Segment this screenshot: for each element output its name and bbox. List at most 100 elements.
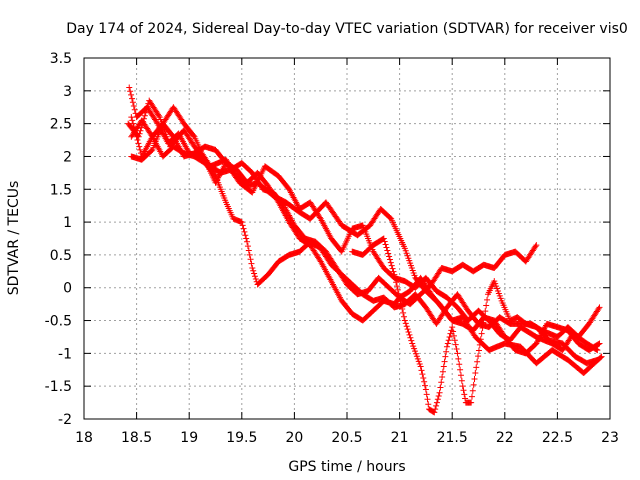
x-tick-label: 21: [391, 430, 409, 446]
data-point: [425, 401, 432, 408]
y-tick-label: 1: [63, 215, 72, 231]
data-point: [436, 389, 443, 396]
data-point: [480, 319, 487, 326]
data-point: [248, 260, 255, 267]
data-point: [476, 341, 483, 348]
data-point: [393, 283, 400, 290]
data-point: [443, 348, 450, 355]
x-tick-label: 19.5: [226, 430, 257, 446]
data-point: [386, 253, 393, 260]
data-point: [453, 345, 460, 352]
data-point: [445, 337, 452, 344]
data-point: [413, 353, 420, 360]
data-point: [459, 383, 466, 390]
data-point: [470, 381, 477, 388]
data-point: [431, 409, 438, 416]
y-tick-label: 0: [63, 281, 72, 297]
data-point: [137, 127, 144, 134]
data-point: [433, 399, 440, 406]
x-axis-label: GPS time / hours: [288, 459, 405, 475]
data-point: [475, 347, 482, 354]
data-point: [386, 256, 393, 263]
data-point: [405, 329, 412, 336]
data-point: [242, 232, 249, 239]
data-point: [249, 265, 256, 272]
data-point: [420, 374, 427, 381]
data-point: [381, 238, 388, 245]
data-point: [483, 302, 490, 309]
chart-title: Day 174 of 2024, Sidereal Day-to-day VTE…: [66, 21, 628, 37]
y-tick-label: 3: [63, 84, 72, 100]
y-tick-label: 2: [63, 149, 72, 165]
data-point: [421, 378, 428, 385]
data-point: [384, 247, 391, 254]
data-point: [406, 331, 413, 338]
data-point: [418, 367, 425, 374]
data-point: [190, 132, 197, 139]
data-point: [240, 225, 247, 232]
data-point: [446, 333, 453, 340]
data-point: [247, 256, 254, 263]
data-point: [244, 243, 251, 250]
x-tick-label: 18.5: [121, 430, 152, 446]
data-point: [142, 109, 149, 116]
data-point: [469, 387, 476, 394]
data-point: [408, 337, 415, 344]
data-point: [392, 275, 399, 282]
data-point: [316, 214, 323, 221]
data-point: [457, 372, 464, 379]
data-point: [403, 323, 410, 330]
data-point: [395, 290, 402, 297]
data-point: [398, 302, 405, 309]
data-point: [411, 345, 418, 352]
data-point: [402, 320, 409, 327]
data-point: [389, 265, 396, 272]
data-point: [396, 294, 403, 301]
data-point: [128, 114, 135, 121]
data-point: [243, 235, 250, 242]
data-point: [388, 262, 395, 269]
x-tick-label: 20: [285, 430, 303, 446]
data-point: [433, 402, 440, 409]
data-point: [128, 91, 135, 98]
axis-ticks: [83, 57, 611, 420]
data-point: [596, 340, 603, 347]
data-point: [251, 273, 258, 280]
data-point: [412, 350, 419, 357]
data-point: [245, 247, 252, 254]
data-point: [135, 140, 142, 147]
data-point: [380, 235, 387, 242]
data-point: [394, 286, 401, 293]
y-tick-label: 2.5: [50, 117, 72, 133]
data-point: [400, 309, 407, 316]
data-point: [595, 341, 602, 348]
data-point: [461, 391, 468, 398]
data-point: [382, 241, 389, 248]
x-tick-label: 18: [75, 430, 93, 446]
data-point: [144, 103, 151, 110]
data-point: [250, 267, 257, 274]
data-point: [460, 387, 467, 394]
data-point: [129, 99, 136, 106]
data-point: [404, 326, 411, 333]
data-point: [134, 137, 141, 144]
data-point: [478, 330, 485, 337]
data-point: [452, 341, 459, 348]
x-tick-label: 22.5: [542, 430, 573, 446]
data-point: [437, 384, 444, 391]
data-point: [475, 353, 482, 360]
data-point: [409, 340, 416, 347]
data-point: [594, 347, 601, 354]
data-point: [468, 393, 475, 400]
x-tick-label: 19: [180, 430, 198, 446]
data-point: [457, 366, 464, 373]
data-point: [127, 88, 134, 95]
data-point: [238, 219, 245, 226]
y-tick-label: 3.5: [50, 51, 72, 67]
data-point: [399, 306, 406, 313]
y-tick-label: -1: [58, 346, 72, 362]
data-point: [451, 337, 458, 344]
x-tick-labels: 18 18.5 19 19.5 20 20.5 21 21.5 22 22.5 23: [75, 430, 619, 446]
data-point: [432, 406, 439, 413]
data-point: [416, 360, 423, 367]
